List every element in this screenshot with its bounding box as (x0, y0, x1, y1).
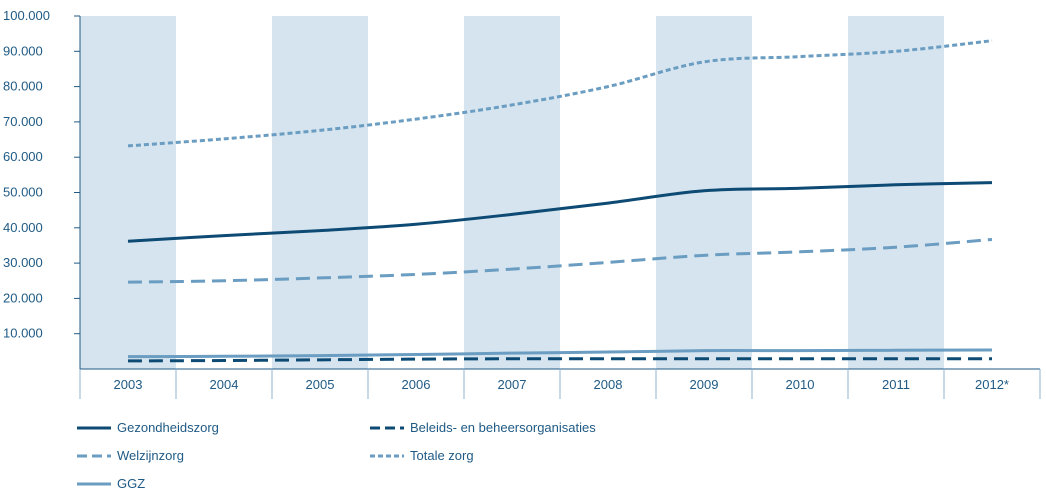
y-tick-label: 90.000 (3, 43, 43, 58)
x-tick-label: 2009 (690, 377, 719, 392)
y-tick-label: 10.000 (3, 326, 43, 341)
x-tick-label: 2012* (975, 377, 1009, 392)
x-axis: 2003 2004 2005 2006 2007 2008 2009 2010 2011 2012… (80, 369, 1040, 399)
y-tick-label: 80.000 (3, 79, 43, 94)
x-tick-label: 2003 (114, 377, 143, 392)
x-tick-label: 2006 (402, 377, 431, 392)
y-tick-label: 60.000 (3, 149, 43, 164)
y-tick-label: 40.000 (3, 220, 43, 235)
legend-label: GGZ (117, 476, 145, 491)
y-tick-label: 70.000 (3, 114, 43, 129)
y-tick-label: 50.000 (3, 185, 43, 200)
x-tick-label: 2010 (786, 377, 815, 392)
x-tick-label: 2011 (882, 377, 910, 392)
column-band-2011 (848, 16, 944, 369)
x-tick-label: 2008 (594, 377, 623, 392)
legend: Gezondheidszorg Welzijnzorg GGZ Beleids- en… (77, 420, 596, 491)
column-band-2003 (80, 16, 176, 369)
column-bands (80, 16, 944, 369)
column-band-2005 (272, 16, 368, 369)
legend-label: Welzijnzorg (117, 448, 184, 463)
legend-label: Beleids- en beheersorganisaties (410, 420, 596, 435)
x-tick-label: 2005 (306, 377, 335, 392)
y-tick-label: 30.000 (3, 255, 43, 270)
y-axis: 10.000 20.000 30.000 40.000 50.000 60.000 70.0… (3, 8, 80, 369)
y-tick-label: 100.000 (3, 8, 50, 23)
legend-label: Totale zorg (410, 448, 474, 463)
column-band-2007 (464, 16, 560, 369)
legend-label: Gezondheidszorg (117, 420, 219, 435)
x-tick-label: 2007 (498, 377, 527, 392)
x-tick-label: 2004 (210, 377, 239, 392)
y-tick-label: 20.000 (3, 290, 43, 305)
